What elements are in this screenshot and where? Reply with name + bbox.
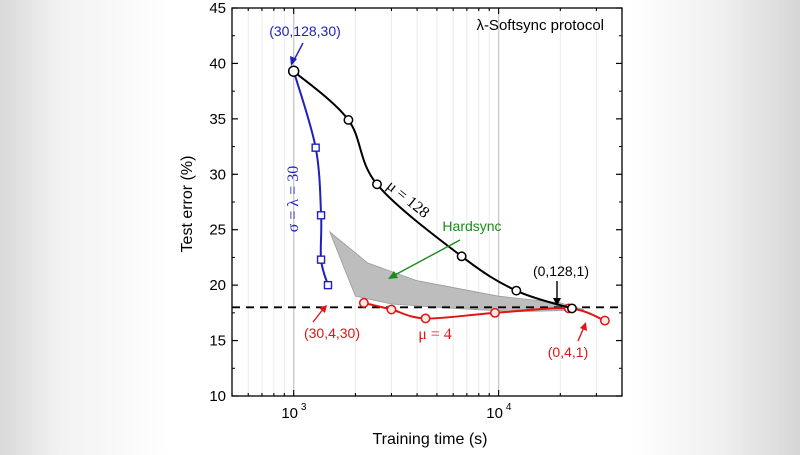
arrow-red-start-head bbox=[319, 305, 327, 313]
data-point-1-4 bbox=[323, 280, 333, 290]
arrow-hardsync bbox=[392, 239, 461, 277]
x-tick-exponent-1: 4 bbox=[506, 402, 512, 413]
y-tick-label-3: 25 bbox=[209, 222, 226, 239]
data-point-0-1 bbox=[343, 115, 354, 125]
y-tick-label-1: 15 bbox=[209, 333, 226, 350]
y-axis-label: Test error (%) bbox=[179, 156, 196, 253]
data-point-0-5 bbox=[567, 303, 577, 314]
series-label-mu4: μ = 4 bbox=[418, 326, 452, 343]
annotation-red-start-label: (30,4,30) bbox=[304, 325, 360, 341]
annotation-end-label: (0,128,1) bbox=[533, 263, 589, 279]
data-point-2-5 bbox=[599, 315, 610, 326]
y-tick-label-5: 35 bbox=[209, 111, 226, 128]
y-tick-label-4: 30 bbox=[209, 166, 226, 183]
series-line-0 bbox=[293, 70, 573, 310]
x-tick-label-0: 10 bbox=[281, 405, 298, 422]
data-point-0-2 bbox=[372, 179, 382, 190]
data-point-2-1 bbox=[386, 304, 397, 315]
y-tick-label-7: 45 bbox=[209, 0, 226, 17]
series-0 bbox=[287, 65, 577, 314]
data-point-2-3 bbox=[490, 307, 500, 318]
data-point-0-4 bbox=[511, 285, 522, 296]
arrow-start-head bbox=[290, 56, 297, 66]
chart-title: λ-Softsync protocol bbox=[476, 17, 604, 34]
data-point-1-2 bbox=[316, 211, 326, 220]
y-tick-label-0: 10 bbox=[209, 388, 226, 405]
x-axis-label: Training time (s) bbox=[373, 431, 488, 448]
arrow-red-end bbox=[577, 326, 585, 342]
arrow-hardsync-head bbox=[388, 271, 398, 279]
data-point-1-1 bbox=[311, 143, 320, 152]
annotation-red-end-label: (0,4,1) bbox=[548, 344, 588, 360]
data-point-2-0 bbox=[358, 297, 369, 308]
series-label-sigma-text: σ = λ = 30 bbox=[285, 166, 302, 232]
data-point-2-2 bbox=[420, 313, 431, 324]
data-point-1-3 bbox=[316, 255, 326, 264]
series-layer bbox=[287, 65, 610, 326]
x-tick-label-1: 10 bbox=[486, 405, 503, 422]
y-tick-label-6: 40 bbox=[209, 55, 226, 72]
arrow-red-end-head bbox=[580, 322, 587, 331]
x-tick-exponent-0: 3 bbox=[301, 402, 307, 413]
annotation-arrows bbox=[290, 42, 587, 342]
hardsync-label: Hardsync bbox=[442, 218, 501, 234]
annotation-start-label: (30,128,30) bbox=[269, 23, 341, 39]
data-point-0-3 bbox=[456, 251, 467, 262]
series-label-sigma: σ = λ = 30 bbox=[285, 166, 302, 232]
y-tick-label-2: 20 bbox=[209, 277, 226, 294]
arrow-end-head bbox=[553, 298, 561, 306]
data-point-0-0 bbox=[287, 65, 300, 77]
